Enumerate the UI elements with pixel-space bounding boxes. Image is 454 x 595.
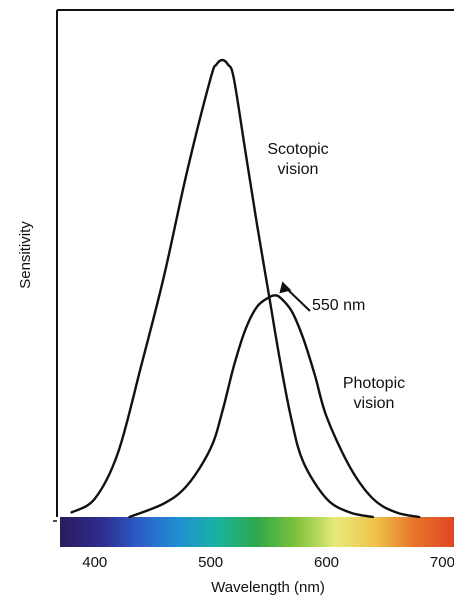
y-axis-label: Sensitivity	[17, 221, 34, 289]
scotopic-curve	[70, 58, 375, 519]
arrow-550nm	[284, 286, 311, 312]
scotopic-label: Scotopic vision	[267, 141, 328, 178]
label-550nm: 550 nm	[312, 297, 365, 314]
photopic-curve	[128, 294, 421, 519]
arrow-head-550nm	[279, 281, 292, 294]
spectrum-bar	[60, 517, 454, 547]
photopic-label: Photopic vision	[343, 375, 405, 412]
x-tick-label: 700	[430, 554, 454, 571]
x-tick-label: 500	[198, 554, 223, 571]
x-tick-label: 600	[314, 554, 339, 571]
x-tick-label: 400	[82, 554, 107, 571]
x-axis-label: Wavelength (nm)	[211, 579, 325, 595]
